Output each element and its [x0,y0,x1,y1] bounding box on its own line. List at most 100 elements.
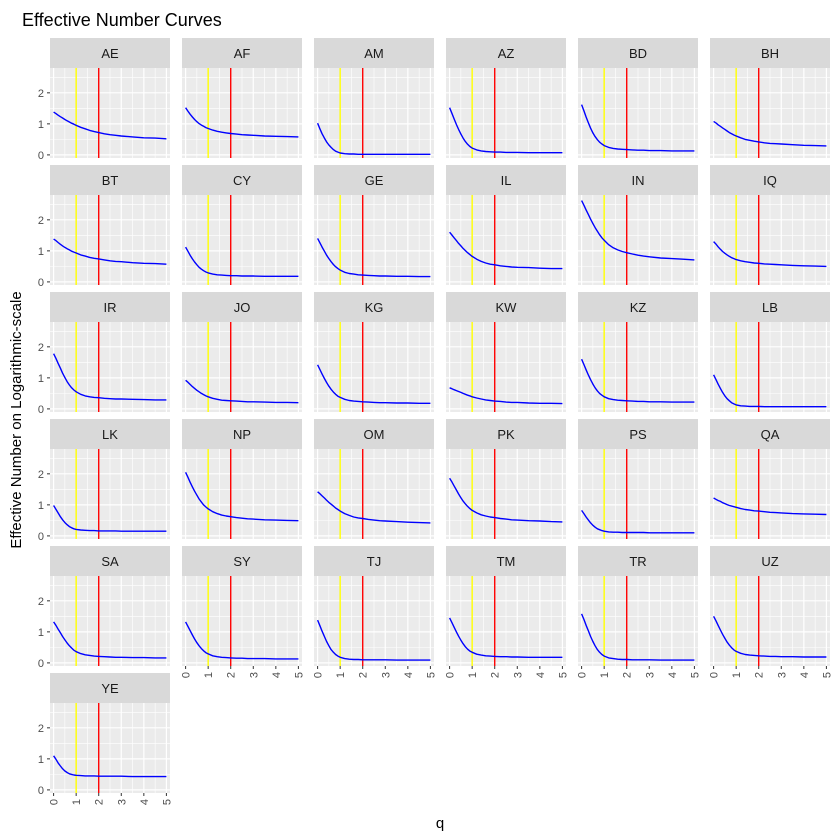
x-tick-label: 4 [799,672,811,678]
facet-strip [578,292,698,322]
facet-panel-pk: PK [446,419,566,539]
facet-strip [50,673,170,703]
series-line-cy [184,246,299,277]
x-tick-label: 3 [248,672,260,678]
x-tick-label: 4 [535,672,547,678]
y-tick-label: 2 [38,469,44,481]
x-tick-label: 4 [139,799,151,805]
x-tick-label: 1 [599,672,611,678]
x-tick-label: 1 [731,672,743,678]
facet-strip-label: GE [365,173,384,188]
series-line-ye [53,755,167,778]
facet-strip [446,165,566,195]
facet-panel-az: AZ [446,38,566,158]
facet-strip-label: AE [101,46,119,61]
series-line-kw [449,387,563,405]
facet-strip-label: LK [102,427,118,442]
facet-strip-label: AM [364,46,384,61]
y-tick-label: 0 [38,404,44,416]
facet-panel-tm: TM 0 1 2 3 4 5 [445,546,569,678]
facet-strip [710,292,830,322]
facet-panel-ye: YE 0 1 2 0 1 2 3 4 5 [38,673,173,805]
y-tick-label: 1 [38,246,44,258]
series-line-lk [53,505,167,532]
facet-strip-label: OM [364,427,385,442]
series-line-in [580,200,695,261]
y-tick-label: 0 [38,150,44,162]
facet-strip-label: SA [101,554,119,569]
facet-panel-bh: BH [710,38,830,158]
x-tick-label: 2 [226,672,238,678]
facet-strip [710,165,830,195]
facet-strip-label: AZ [498,46,515,61]
x-tick-label: 3 [776,672,788,678]
x-tick-label: 2 [358,672,370,678]
facet-strip [182,546,302,576]
x-tick-label: 0 [313,672,325,678]
facet-strip [446,546,566,576]
x-tick-label: 4 [667,672,679,678]
series-line-np [184,472,299,522]
facet-strip [182,38,302,68]
facet-strip-label: BH [761,46,779,61]
series-line-om [317,491,431,524]
facet-strip [314,38,434,68]
y-tick-label: 1 [38,627,44,639]
facet-panels: AE 0 1 2 AF AM AZ BD BH BT 0 1 2 CY GE IL IN IQ IR 0 1 2 JO KG K… [38,38,833,805]
series-line-ir [52,353,167,401]
x-tick-label: 3 [380,672,392,678]
series-line-kz [580,358,695,403]
facet-panel-bd: BD [578,38,698,158]
facet-strip [50,546,170,576]
facet-strip-label: TR [629,554,646,569]
y-tick-label: 1 [38,754,44,766]
facet-strip-label: TJ [367,554,381,569]
facet-strip [314,292,434,322]
facet-panel-tj: TJ 0 1 2 3 4 5 [313,546,437,678]
facet-strip-label: KW [496,300,518,315]
facet-strip-label: TM [497,554,516,569]
facet-strip [446,38,566,68]
facet-strip-label: KG [365,300,384,315]
facet-strip [314,165,434,195]
facet-panel-qa: QA [710,419,830,539]
series-line-lb [712,374,827,408]
x-tick-label: 4 [271,672,283,678]
facet-strip-label: IL [501,173,512,188]
facet-strip-label: IN [632,173,645,188]
x-tick-label: 5 [557,672,569,678]
series-line-il [449,231,563,270]
y-tick-label: 2 [38,342,44,354]
facet-strip [50,419,170,449]
facet-strip [710,38,830,68]
x-tick-label: 0 [709,672,721,678]
facet-panel-sy: SY 0 1 2 3 4 5 [181,546,305,678]
facet-strip-label: CY [233,173,251,188]
facet-strip-label: KZ [630,300,647,315]
series-line-sa [53,621,167,659]
x-axis-label: q [436,815,444,832]
series-line-bt [53,238,167,265]
facet-strip [50,165,170,195]
facet-strip-label: LB [762,300,778,315]
facet-panel-jo: JO [182,292,302,412]
series-line-bd [580,104,695,152]
facet-strip-label: AF [234,46,251,61]
x-tick-label: 4 [403,672,415,678]
facet-strip [50,38,170,68]
facet-strip [446,419,566,449]
facet-strip-label: PS [629,427,647,442]
facet-panel-ae: AE 0 1 2 [38,38,170,162]
x-tick-label: 5 [425,672,437,678]
facet-strip-label: YE [101,681,119,696]
series-line-tm [448,617,563,658]
facet-panel-am: AM [314,38,434,158]
facet-strip [182,419,302,449]
y-tick-label: 0 [38,658,44,670]
facet-strip-label: NP [233,427,251,442]
facet-strip-label: SY [233,554,251,569]
y-tick-label: 2 [38,88,44,100]
facet-panel-bt: BT 0 1 2 [38,165,170,289]
